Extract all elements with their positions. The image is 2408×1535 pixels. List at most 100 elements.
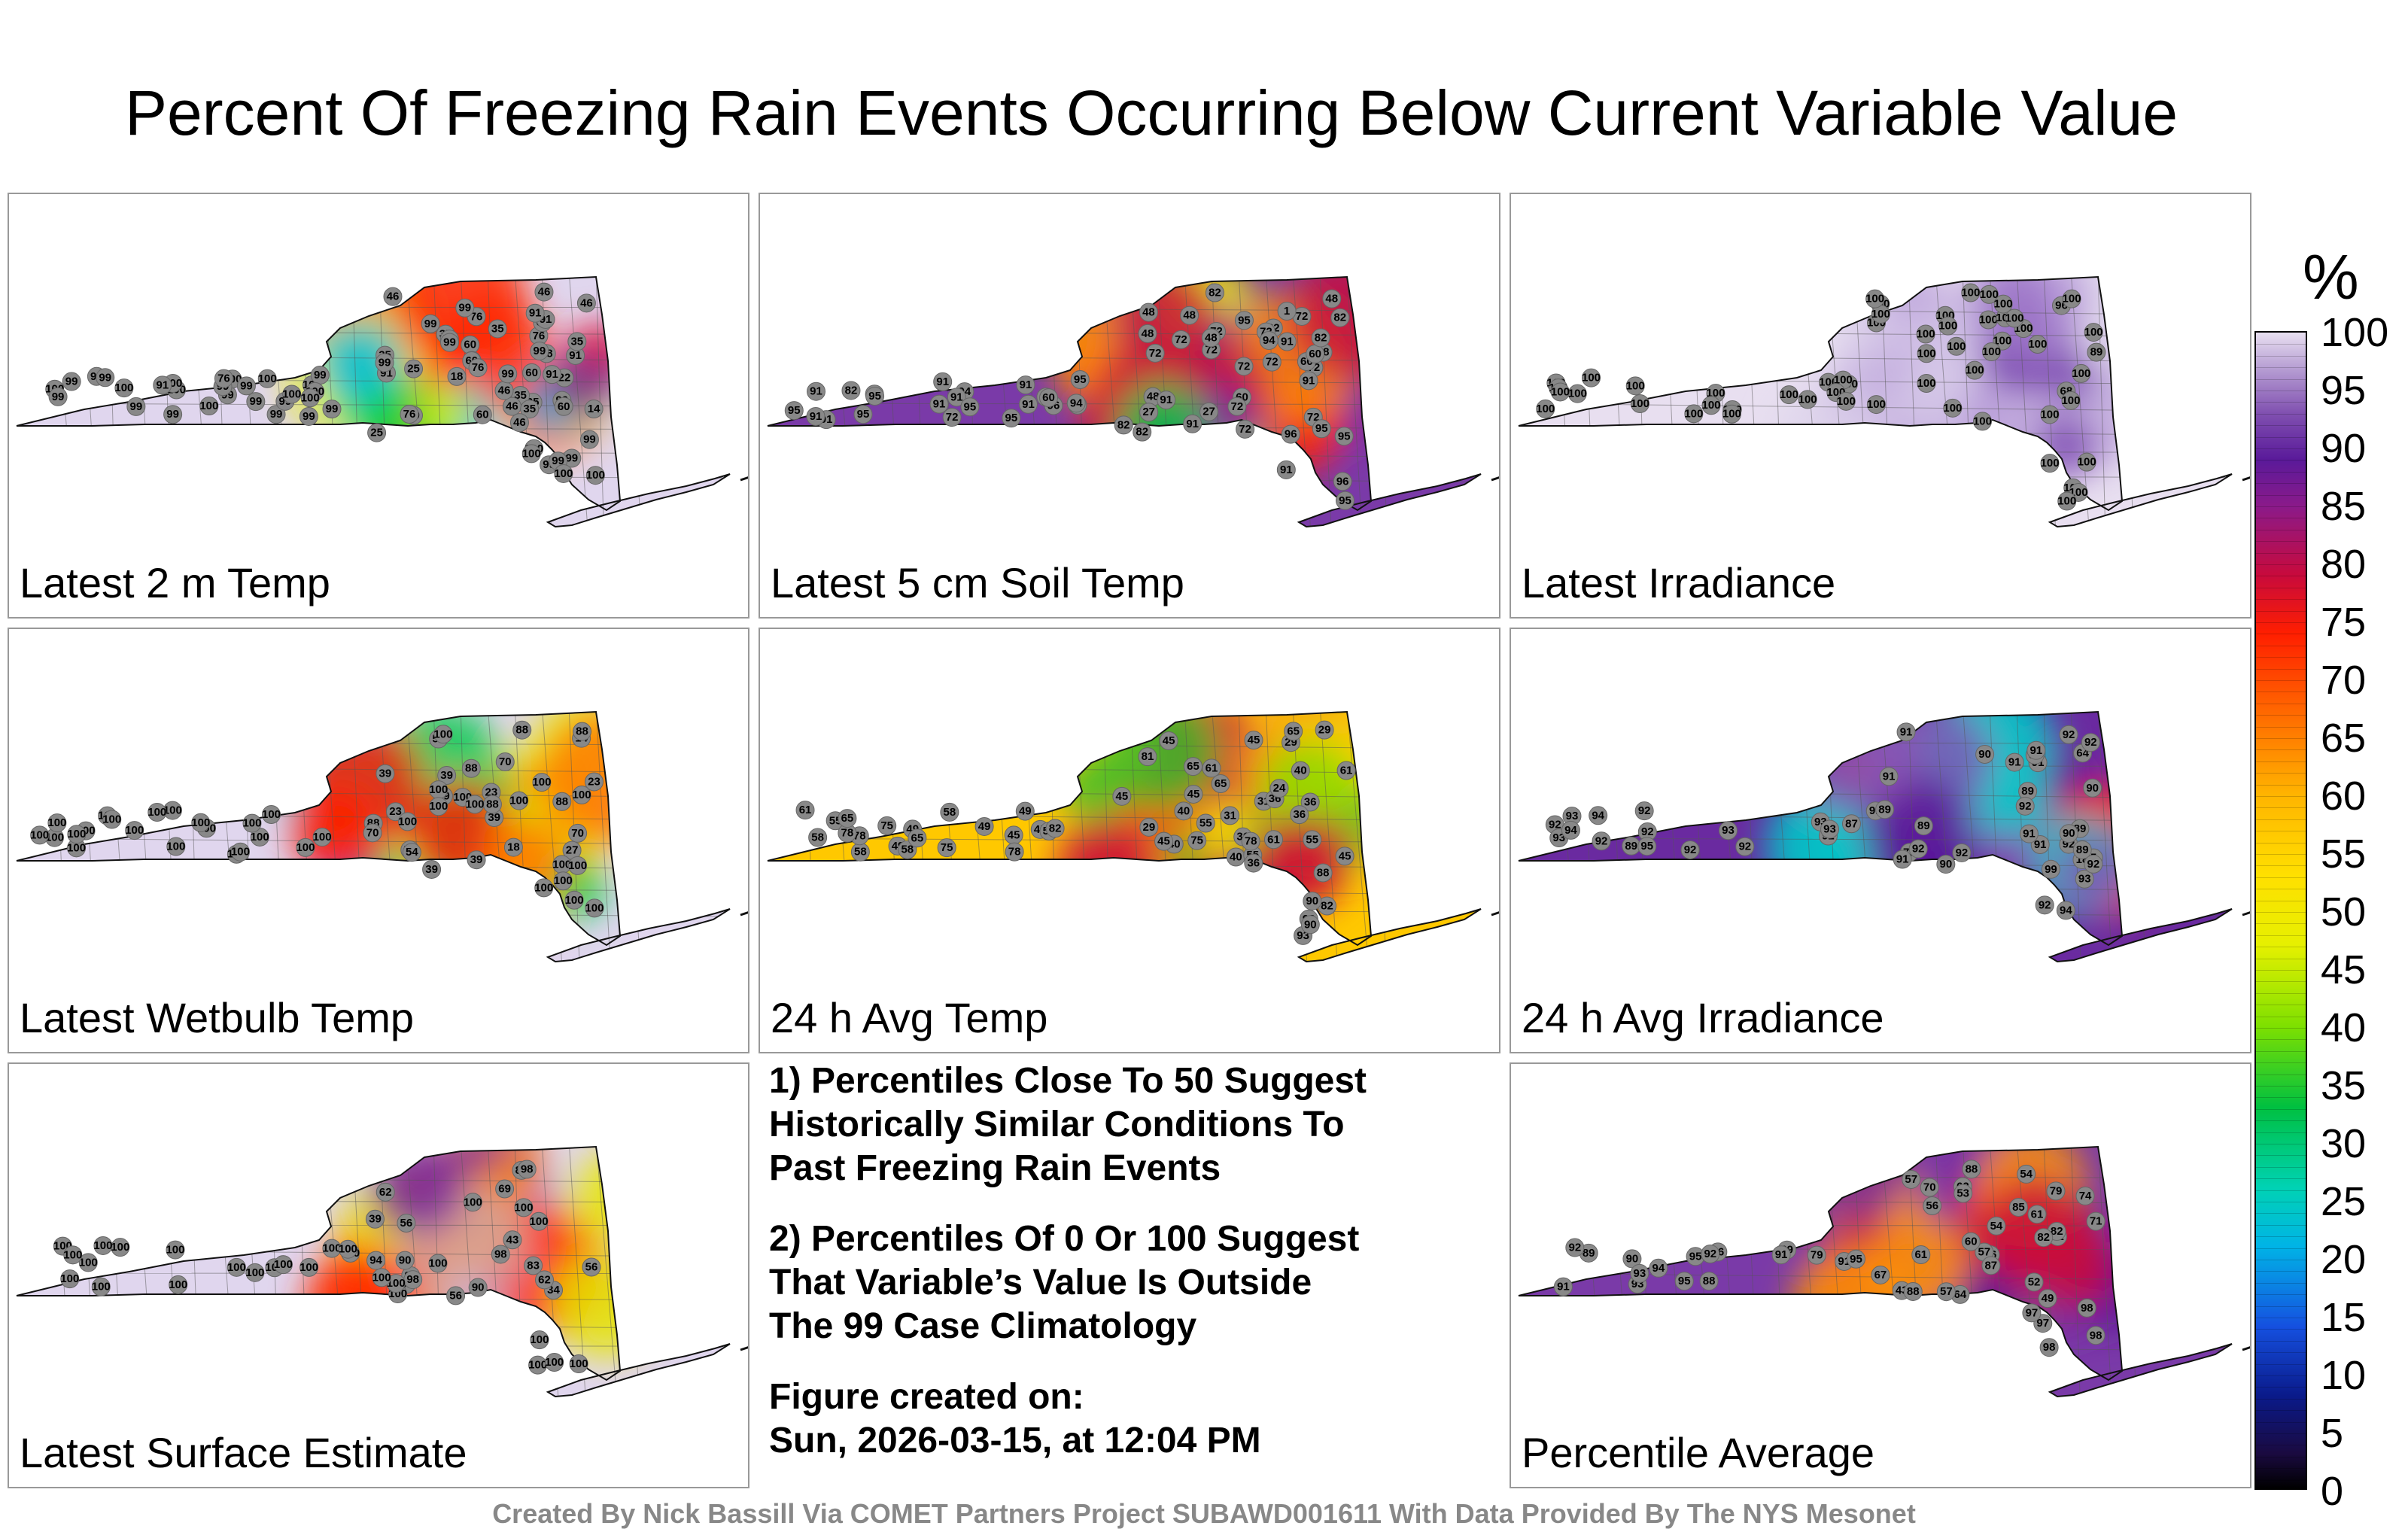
- colorbar-divider: [2256, 1375, 2306, 1376]
- station-marker: 94: [1589, 806, 1608, 825]
- station-marker: 39: [365, 1209, 385, 1229]
- station-marker: 75: [1187, 831, 1207, 850]
- panel-label: Latest 2 m Temp: [20, 559, 330, 606]
- station-marker: 72: [1234, 357, 1254, 376]
- station-marker: 88: [461, 758, 481, 778]
- station-value: 100: [166, 840, 185, 853]
- station-value: 100: [2041, 457, 2060, 470]
- station-marker: 49: [2038, 1289, 2057, 1309]
- station-value: 35: [523, 403, 536, 415]
- station-marker: 90: [2059, 824, 2078, 843]
- station-marker: 94: [366, 1251, 386, 1270]
- station-marker: 81: [1138, 747, 1157, 767]
- station-marker: 100: [1551, 382, 1570, 402]
- station-marker: 95: [1070, 370, 1090, 390]
- station-marker: 76: [468, 358, 488, 378]
- station-marker: 91: [1157, 391, 1176, 410]
- station-marker: 78: [838, 823, 857, 843]
- colorbar-tick-label: 75: [2321, 600, 2367, 645]
- station-value: 100: [545, 1356, 564, 1369]
- station-marker: 100: [1966, 360, 1984, 380]
- station-value: 35: [491, 322, 504, 335]
- station-marker: 45: [1244, 731, 1263, 750]
- station-marker: 100: [1865, 289, 1884, 309]
- station-marker: 67: [1871, 1265, 1890, 1284]
- station-value: 48: [1147, 391, 1160, 403]
- station-value: 98: [2081, 1302, 2093, 1315]
- station-marker: 100: [93, 1236, 112, 1255]
- station-value: 100: [102, 813, 121, 825]
- station-value: 97: [2026, 1306, 2039, 1319]
- station-marker: 54: [1987, 1216, 2006, 1236]
- station-value: 93: [1823, 823, 1836, 836]
- station-value: 27: [566, 844, 579, 857]
- station-value: 100: [245, 1266, 264, 1279]
- station-value: 93: [2078, 873, 2091, 886]
- station-marker: 91: [1277, 332, 1297, 351]
- station-marker: 23: [386, 802, 406, 822]
- colorbar-divider: [2256, 796, 2306, 797]
- station-marker: 100: [1702, 396, 1721, 415]
- station-value: 76: [470, 310, 483, 323]
- station-marker: 72: [1145, 343, 1165, 363]
- station-marker: 43: [503, 1230, 522, 1250]
- station-marker: 58: [808, 828, 828, 847]
- station-marker: 29: [1315, 720, 1334, 740]
- colorbar-divider: [2256, 506, 2306, 507]
- station-value: 95: [1339, 494, 1351, 507]
- station-value: 58: [854, 846, 867, 859]
- station-value: 100: [585, 901, 604, 914]
- colorbar-tick-label: 5: [2321, 1411, 2344, 1456]
- station-marker: 89: [2087, 342, 2106, 362]
- colorbar-divider: [2256, 1352, 2306, 1354]
- station-marker: 100: [387, 1274, 406, 1293]
- station-value: 92: [1956, 847, 1969, 859]
- station-marker: 92: [1735, 837, 1755, 856]
- station-marker: 56: [446, 1286, 466, 1306]
- station-value: 89: [2021, 785, 2034, 798]
- station-value: 100: [147, 806, 166, 819]
- colorbar-divider: [2256, 738, 2306, 739]
- station-value: 46: [513, 416, 526, 429]
- colorbar-tick-label: 15: [2321, 1295, 2367, 1340]
- colorbar-tick-label: 70: [2321, 658, 2367, 703]
- station-marker: 91: [807, 381, 826, 401]
- station-value: 100: [299, 1261, 318, 1274]
- long-island-outline: [546, 473, 731, 528]
- colorbar-tick-label: 20: [2321, 1237, 2367, 1282]
- station-marker: 91: [2005, 752, 2024, 772]
- panel-label: Latest Irradiance: [1522, 559, 1836, 606]
- station-value: 88: [465, 762, 478, 775]
- station-marker: 100: [429, 797, 448, 816]
- station-value: 91: [2029, 744, 2042, 757]
- station-value: 100: [1867, 398, 1886, 411]
- station-value: 100: [1917, 347, 1936, 360]
- station-value: 82: [845, 384, 858, 397]
- station-marker: 85: [2008, 1197, 2028, 1217]
- station-value: 100: [1798, 393, 1817, 406]
- map-fill: [17, 277, 730, 527]
- station-marker: 89: [1622, 836, 1641, 856]
- station-value: 94: [2060, 904, 2072, 916]
- station-value: 24: [1273, 782, 1286, 795]
- station-marker: 96: [1333, 472, 1352, 491]
- station-marker: 100: [242, 813, 262, 833]
- station-marker: 95: [1334, 427, 1354, 446]
- station-marker: 100: [169, 1275, 187, 1294]
- colorbar-divider: [2256, 367, 2306, 369]
- station-value: 45: [1157, 835, 1170, 848]
- station-marker: 91: [1879, 767, 1899, 786]
- station-value: 100: [63, 1248, 82, 1261]
- station-value: 95: [1315, 422, 1328, 435]
- station-marker: 100: [313, 828, 332, 847]
- station-marker: 92: [1680, 840, 1700, 859]
- colorbar-divider: [2256, 912, 2306, 913]
- station-value: 99: [501, 367, 514, 380]
- station-value: 99: [326, 403, 339, 415]
- station-marker: 100: [1917, 324, 1935, 344]
- station-marker: 90: [1303, 891, 1322, 910]
- station-marker: 100: [398, 812, 417, 831]
- station-value: 100: [1551, 385, 1570, 398]
- station-marker: 100: [163, 801, 182, 820]
- station-marker: 45: [1335, 847, 1354, 866]
